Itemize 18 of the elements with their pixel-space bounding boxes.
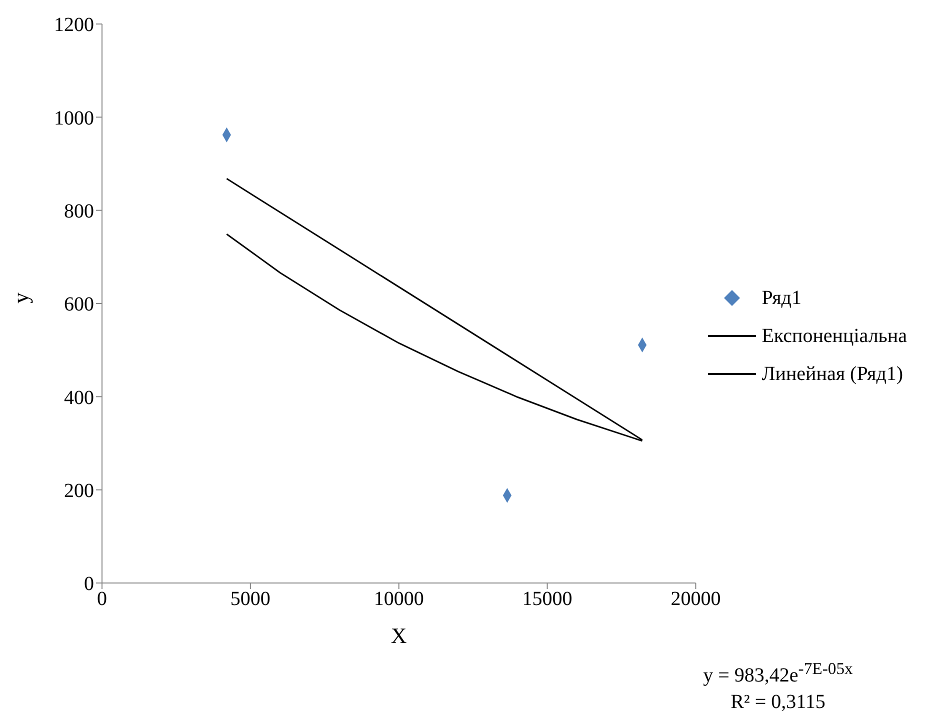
y-tick-label: 400 xyxy=(64,386,94,409)
y-tick-label: 0 xyxy=(84,573,94,596)
x-tick-label: 10000 xyxy=(374,588,424,610)
y-tick-label: 800 xyxy=(64,200,94,222)
legend-label: Линейная (Ряд1) xyxy=(762,362,904,386)
x-axis-title: X xyxy=(390,623,407,648)
x-tick-label: 20000 xyxy=(670,588,721,610)
y-tick-label: 1000 xyxy=(54,107,94,130)
text: R² = 0,3115 xyxy=(730,690,826,715)
legend-label: Експоненціальна xyxy=(762,324,907,348)
y-tick-label: 600 xyxy=(64,294,94,316)
text: y = 983,42e$^{-7E-05x}$ xyxy=(702,658,854,689)
y-tick-label: 200 xyxy=(64,480,94,502)
x-tick-label: 5000 xyxy=(230,588,270,610)
y-axis-title: y xyxy=(8,292,33,304)
y-tick-label: 1200 xyxy=(54,14,94,36)
x-tick-label: 15000 xyxy=(522,588,572,610)
legend-label: Ряд1 xyxy=(762,286,802,310)
